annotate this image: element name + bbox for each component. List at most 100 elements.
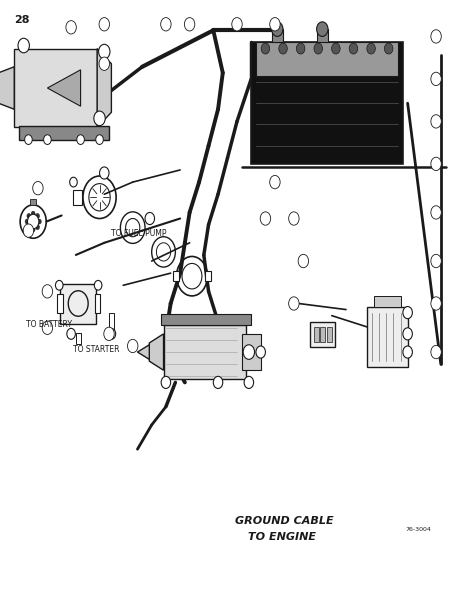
Polygon shape bbox=[137, 345, 149, 359]
Circle shape bbox=[31, 211, 35, 216]
Circle shape bbox=[298, 254, 309, 268]
Circle shape bbox=[100, 167, 109, 179]
Circle shape bbox=[272, 22, 283, 36]
Bar bbox=[109, 313, 114, 331]
Circle shape bbox=[161, 18, 171, 31]
Circle shape bbox=[145, 212, 155, 225]
Bar bbox=[73, 190, 82, 205]
Bar bbox=[19, 126, 109, 140]
Polygon shape bbox=[0, 67, 14, 109]
Text: TO ENGINE: TO ENGINE bbox=[248, 532, 316, 542]
Circle shape bbox=[279, 43, 287, 54]
Circle shape bbox=[36, 214, 39, 219]
Circle shape bbox=[27, 225, 31, 229]
Bar bbox=[314, 327, 319, 342]
Circle shape bbox=[23, 224, 34, 237]
Bar bbox=[161, 314, 251, 325]
Bar bbox=[14, 49, 97, 127]
Circle shape bbox=[384, 43, 393, 54]
Circle shape bbox=[260, 212, 271, 225]
Circle shape bbox=[70, 177, 77, 187]
Polygon shape bbox=[47, 70, 81, 106]
Circle shape bbox=[128, 339, 138, 353]
Circle shape bbox=[349, 43, 358, 54]
Circle shape bbox=[36, 225, 39, 229]
Circle shape bbox=[66, 21, 76, 34]
Circle shape bbox=[296, 43, 305, 54]
Circle shape bbox=[431, 345, 441, 359]
Circle shape bbox=[99, 18, 109, 31]
Circle shape bbox=[403, 307, 412, 319]
Circle shape bbox=[184, 18, 195, 31]
Bar bbox=[30, 199, 36, 205]
Circle shape bbox=[94, 111, 105, 126]
Polygon shape bbox=[149, 334, 164, 370]
Circle shape bbox=[107, 328, 116, 339]
Circle shape bbox=[33, 181, 43, 195]
Circle shape bbox=[77, 135, 84, 144]
Bar bbox=[310, 322, 335, 347]
Bar bbox=[60, 284, 96, 324]
Text: TO STARTER: TO STARTER bbox=[73, 345, 120, 353]
Text: TO FUEL PUMP: TO FUEL PUMP bbox=[111, 229, 167, 238]
Bar bbox=[164, 325, 246, 379]
Bar bbox=[256, 42, 398, 76]
Circle shape bbox=[44, 135, 51, 144]
Polygon shape bbox=[97, 49, 111, 127]
Circle shape bbox=[18, 38, 29, 53]
Circle shape bbox=[261, 43, 270, 54]
Circle shape bbox=[332, 43, 340, 54]
Text: GROUND CABLE: GROUND CABLE bbox=[235, 516, 333, 526]
Circle shape bbox=[431, 72, 441, 86]
Circle shape bbox=[99, 44, 110, 59]
Circle shape bbox=[431, 254, 441, 268]
Bar bbox=[76, 333, 81, 344]
Circle shape bbox=[31, 227, 35, 232]
Bar bbox=[205, 271, 211, 281]
Bar bbox=[95, 294, 100, 313]
Circle shape bbox=[161, 376, 171, 388]
Circle shape bbox=[213, 376, 223, 388]
Circle shape bbox=[94, 280, 102, 290]
Bar bbox=[320, 327, 325, 342]
Circle shape bbox=[289, 212, 299, 225]
Bar bbox=[317, 29, 328, 42]
Bar bbox=[173, 271, 179, 281]
Circle shape bbox=[314, 43, 322, 54]
Circle shape bbox=[232, 18, 242, 31]
Circle shape bbox=[270, 18, 280, 31]
Bar bbox=[327, 327, 332, 342]
Circle shape bbox=[289, 297, 299, 310]
Circle shape bbox=[27, 214, 31, 219]
Circle shape bbox=[104, 327, 114, 341]
Text: TO BATTERY: TO BATTERY bbox=[26, 320, 72, 329]
Circle shape bbox=[317, 22, 328, 36]
Circle shape bbox=[431, 297, 441, 310]
Circle shape bbox=[25, 219, 29, 224]
Circle shape bbox=[27, 214, 39, 229]
Bar bbox=[367, 307, 408, 367]
Circle shape bbox=[244, 376, 254, 388]
Circle shape bbox=[37, 219, 41, 224]
Bar bbox=[57, 294, 63, 313]
Circle shape bbox=[55, 280, 63, 290]
Circle shape bbox=[403, 328, 412, 340]
Circle shape bbox=[42, 321, 53, 334]
Circle shape bbox=[99, 57, 109, 70]
Text: 76-3004: 76-3004 bbox=[405, 527, 431, 532]
Circle shape bbox=[256, 346, 265, 358]
Circle shape bbox=[367, 43, 375, 54]
Circle shape bbox=[403, 346, 412, 358]
Circle shape bbox=[431, 157, 441, 171]
Circle shape bbox=[270, 175, 280, 189]
Circle shape bbox=[431, 206, 441, 219]
Circle shape bbox=[431, 30, 441, 43]
Text: 28: 28 bbox=[14, 15, 30, 25]
Circle shape bbox=[42, 285, 53, 298]
Bar bbox=[242, 334, 261, 370]
Circle shape bbox=[96, 135, 103, 144]
Bar bbox=[374, 296, 401, 307]
Circle shape bbox=[25, 135, 32, 144]
Circle shape bbox=[431, 115, 441, 128]
Circle shape bbox=[243, 345, 255, 359]
